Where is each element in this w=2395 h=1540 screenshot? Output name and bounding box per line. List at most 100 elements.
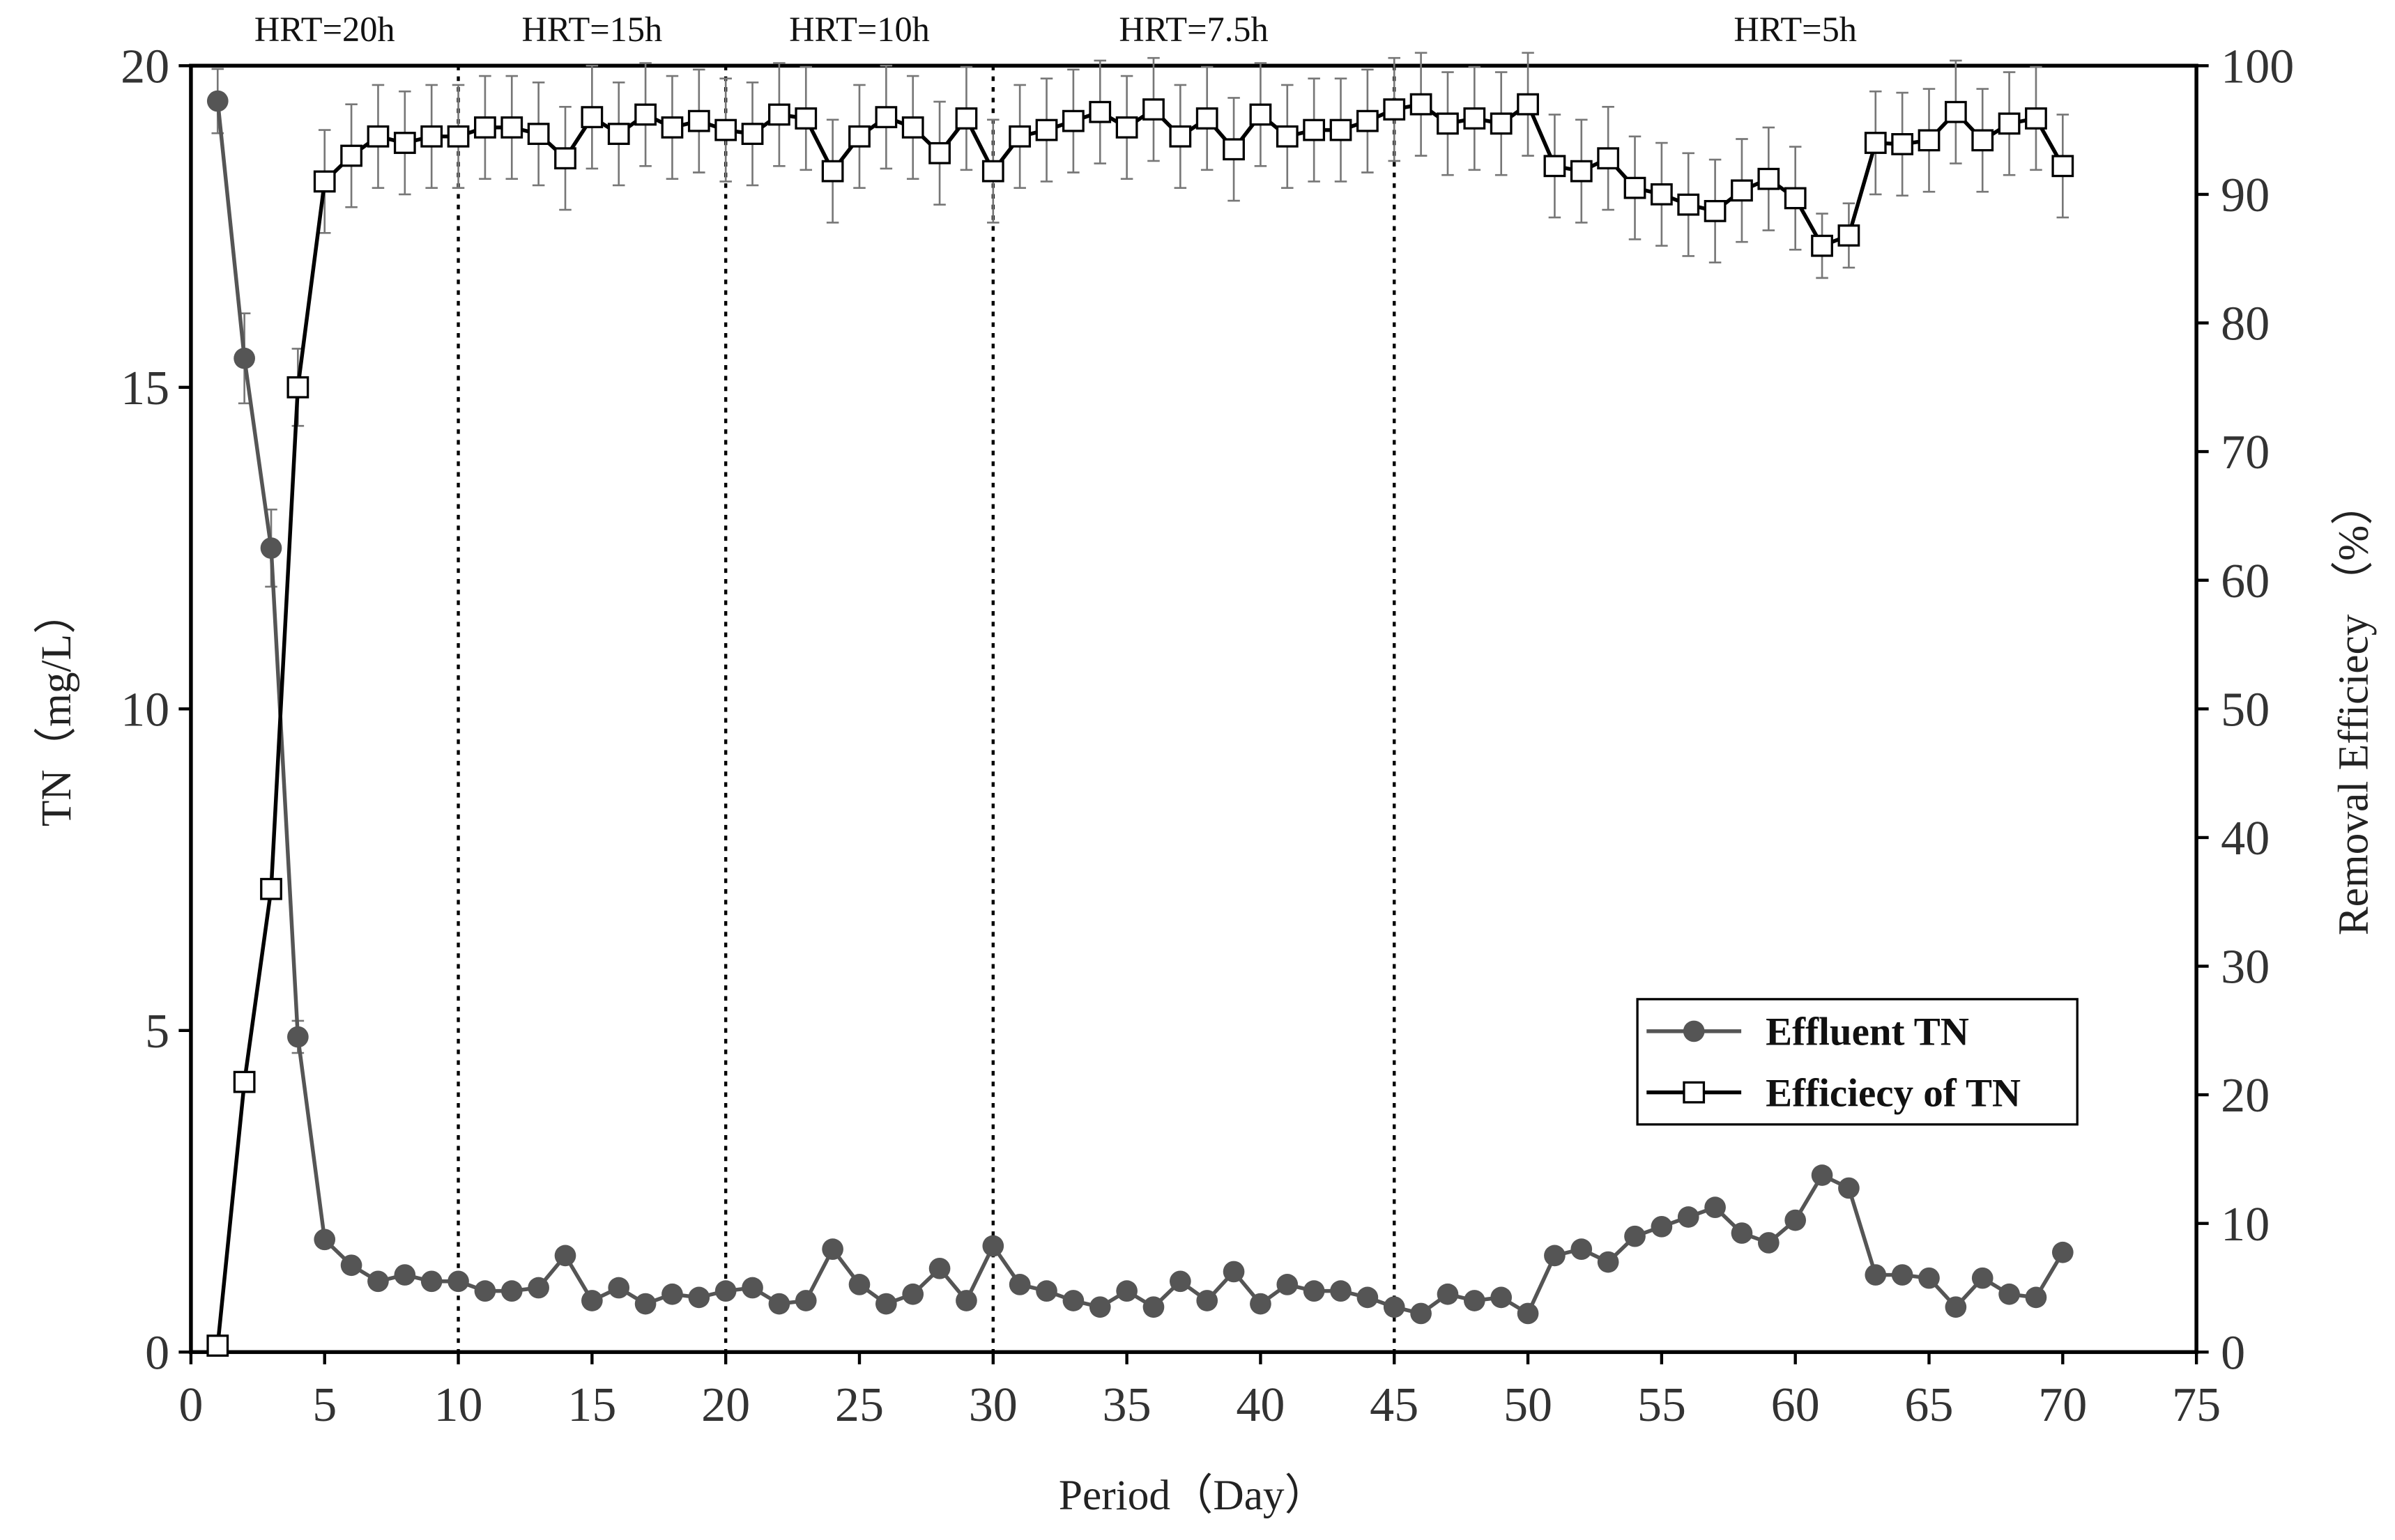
point — [1570, 160, 1593, 183]
y2-tick-label: 0 — [2221, 1325, 2245, 1380]
point — [1463, 107, 1486, 130]
point — [260, 537, 282, 559]
point — [1784, 187, 1807, 210]
point — [742, 1277, 763, 1299]
point — [367, 1270, 389, 1293]
point — [1864, 132, 1887, 154]
point — [1142, 98, 1165, 121]
x-tick-label: 25 — [835, 1378, 884, 1432]
legend-marker — [1683, 1020, 1705, 1042]
y2-tick-label: 30 — [2221, 940, 2270, 994]
phase-label: HRT=5h — [1734, 10, 1857, 49]
point — [1196, 1290, 1218, 1311]
y2-tick-label: 60 — [2221, 554, 2270, 608]
x-tick-label: 60 — [1771, 1378, 1820, 1432]
x-tick-label: 45 — [1370, 1378, 1418, 1432]
point — [1303, 1280, 1325, 1302]
point — [1463, 1290, 1485, 1311]
point — [1410, 1302, 1432, 1325]
y2-tick-label: 20 — [2221, 1068, 2270, 1123]
point — [634, 1293, 657, 1315]
x-tick-label: 35 — [1103, 1378, 1151, 1432]
point — [1356, 1286, 1379, 1309]
point — [1409, 93, 1432, 116]
point — [1195, 107, 1218, 130]
y-tick-label: 5 — [145, 1004, 169, 1058]
x-tick-label: 5 — [312, 1378, 337, 1432]
point — [1811, 1164, 1833, 1186]
point — [1677, 1206, 1699, 1228]
y-tick-label: 20 — [121, 39, 169, 93]
point — [1811, 234, 1833, 257]
point — [1517, 1302, 1539, 1325]
point — [1383, 98, 1406, 121]
point — [714, 118, 737, 141]
point — [1276, 125, 1299, 148]
point — [447, 1270, 469, 1293]
point — [714, 1280, 737, 1302]
y-axis-label: TN（mg/L） — [33, 592, 80, 827]
point — [1089, 1296, 1111, 1318]
point — [420, 125, 443, 148]
legend-label: Efficiecy of TN — [1766, 1071, 2021, 1115]
point — [2025, 107, 2047, 130]
point — [768, 1293, 790, 1315]
point — [875, 1293, 897, 1315]
point — [795, 1290, 817, 1311]
point — [1891, 1264, 1913, 1286]
legend-marker — [1683, 1081, 1706, 1104]
point — [1089, 100, 1112, 123]
point — [527, 123, 550, 146]
point — [393, 132, 416, 154]
y-tick-label: 0 — [145, 1325, 169, 1380]
series-line — [215, 101, 2065, 1346]
point — [1918, 129, 1941, 152]
point — [1704, 199, 1727, 222]
point — [608, 1277, 630, 1299]
point — [260, 877, 282, 900]
point — [1169, 125, 1192, 148]
point — [340, 144, 362, 167]
point — [661, 116, 684, 139]
legend-box — [1636, 998, 2079, 1126]
point — [287, 1026, 309, 1048]
point — [447, 125, 470, 148]
y-tick-label: 10 — [121, 682, 169, 737]
point — [1356, 109, 1379, 132]
y-tick-label: 15 — [121, 361, 169, 415]
point — [928, 1257, 951, 1279]
point — [1944, 100, 1967, 123]
point — [1062, 1290, 1085, 1311]
point — [1009, 1274, 1031, 1295]
point — [901, 116, 924, 139]
series — [206, 52, 2074, 1357]
point — [1437, 1283, 1459, 1305]
point — [1383, 1296, 1405, 1318]
point — [1757, 167, 1780, 190]
point — [1437, 112, 1459, 135]
point — [1971, 1267, 1994, 1289]
point — [848, 1274, 871, 1295]
phase-label: HRT=10h — [789, 10, 930, 49]
point — [1062, 109, 1085, 132]
point — [1276, 1274, 1299, 1295]
point — [1223, 1261, 1245, 1283]
point — [1249, 103, 1272, 126]
point — [1116, 1280, 1138, 1302]
point — [955, 107, 978, 130]
point — [1035, 118, 1058, 141]
point — [234, 347, 255, 369]
point — [795, 107, 818, 130]
point — [875, 106, 898, 129]
y2-axis-label: Removal Efficiecy （%） — [2330, 482, 2378, 935]
point — [821, 160, 844, 183]
point — [1009, 125, 1032, 148]
point — [1731, 179, 1753, 202]
point — [1891, 132, 1914, 155]
point — [1490, 112, 1513, 135]
point — [286, 376, 309, 399]
point — [1250, 1293, 1271, 1315]
point — [554, 1245, 576, 1267]
point — [1330, 1280, 1352, 1302]
